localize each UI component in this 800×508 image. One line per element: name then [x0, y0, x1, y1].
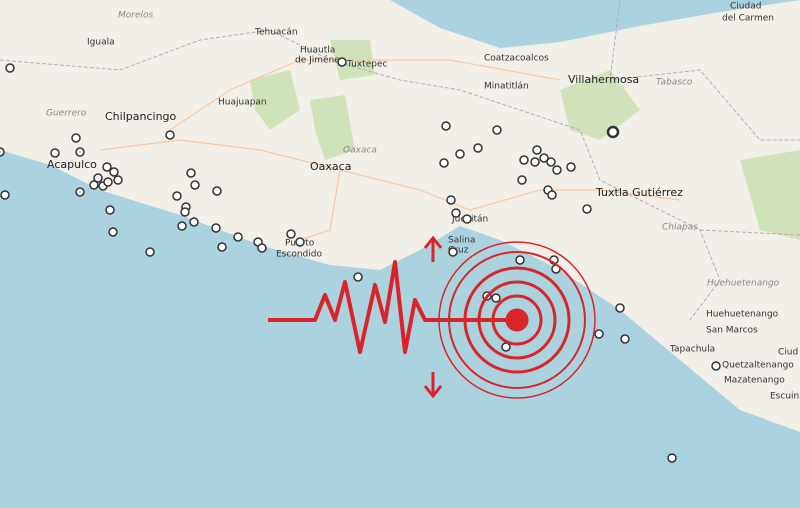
roads — [99, 59, 681, 241]
borders — [0, 0, 800, 321]
quake-marker[interactable] — [165, 130, 175, 140]
place-label: Huehuetenango — [706, 310, 779, 320]
place-label: Cruz — [448, 246, 469, 256]
quake-marker[interactable] — [145, 247, 155, 257]
place-label: Ciudad — [730, 2, 761, 12]
place-label: Salina — [448, 236, 475, 246]
quake-marker[interactable] — [620, 334, 630, 344]
place-label: Huautla — [300, 46, 335, 56]
quake-marker[interactable] — [491, 293, 501, 303]
quake-marker[interactable] — [113, 175, 123, 185]
quake-marker[interactable] — [615, 303, 625, 313]
place-label: Guerrero — [46, 109, 87, 119]
quake-marker[interactable] — [108, 227, 118, 237]
quake-marker[interactable] — [257, 243, 267, 253]
quake-marker[interactable] — [492, 125, 502, 135]
quake-marker[interactable] — [547, 190, 557, 200]
quake-marker[interactable] — [5, 63, 15, 73]
quake-marker[interactable] — [89, 180, 99, 190]
quake-marker[interactable] — [539, 153, 549, 163]
quake-marker[interactable] — [517, 175, 527, 185]
quake-marker[interactable] — [501, 342, 511, 352]
quake-marker[interactable] — [353, 272, 363, 282]
quake-marker[interactable] — [441, 121, 451, 131]
place-label: Coatzacoalcos — [484, 54, 549, 64]
place-label: Tuxtepec — [346, 60, 387, 70]
quake-marker[interactable] — [711, 361, 721, 371]
quake-marker[interactable] — [103, 177, 113, 187]
quake-marker[interactable] — [190, 180, 200, 190]
epicenter — [268, 235, 596, 399]
quake-marker[interactable] — [180, 207, 190, 217]
quake-marker[interactable] — [439, 158, 449, 168]
quake-marker[interactable] — [566, 162, 576, 172]
quake-marker[interactable] — [172, 191, 182, 201]
quake-marker[interactable] — [667, 453, 677, 463]
quake-marker[interactable] — [582, 204, 592, 214]
place-label: Huehuetenango — [707, 279, 780, 289]
place-label: Chilpancingo — [105, 110, 177, 123]
quake-marker[interactable] — [177, 221, 187, 231]
place-label: Escuin — [770, 392, 799, 402]
quake-marker[interactable] — [462, 214, 472, 224]
quake-marker[interactable] — [446, 195, 456, 205]
quake-marker[interactable] — [448, 247, 458, 257]
quake-marker[interactable] — [286, 229, 296, 239]
place-label: Tuxtla Gutiérrez — [595, 186, 683, 199]
place-label: Escondido — [276, 250, 322, 260]
place-label: Tabasco — [656, 78, 693, 88]
quake-marker[interactable] — [109, 167, 119, 177]
quake-marker[interactable] — [75, 187, 85, 197]
quake-marker[interactable] — [211, 223, 221, 233]
quake-marker[interactable] — [546, 157, 556, 167]
quake-marker[interactable] — [337, 57, 347, 67]
place-label: Oaxaca — [343, 146, 377, 156]
place-label: Minatitlán — [484, 82, 529, 92]
quake-marker[interactable] — [519, 155, 529, 165]
quake-marker[interactable] — [594, 329, 604, 339]
place-label: San Marcos — [706, 326, 758, 336]
pacific — [0, 150, 800, 508]
quake-marker[interactable] — [233, 232, 243, 242]
quake-marker[interactable] — [0, 190, 10, 200]
place-label: Huajuapan — [218, 98, 267, 108]
place-label: de Jiméne — [295, 55, 340, 66]
quake-marker[interactable] — [451, 208, 461, 218]
place-label: Tapachula — [669, 345, 715, 355]
place-label: Iguala — [87, 38, 115, 48]
place-label: Ciud — [778, 348, 798, 358]
quake-marker[interactable] — [50, 148, 60, 158]
quake-marker[interactable] — [455, 149, 465, 159]
quake-marker[interactable] — [473, 143, 483, 153]
quake-marker[interactable] — [0, 147, 5, 157]
quake-marker[interactable] — [186, 168, 196, 178]
quake-marker[interactable] — [295, 237, 305, 247]
place-label: Mazatenango — [724, 376, 785, 386]
place-label: Oaxaca — [310, 160, 351, 173]
quake-marker[interactable] — [515, 255, 525, 265]
quake-marker[interactable] — [75, 147, 85, 157]
quake-marker[interactable] — [552, 165, 562, 175]
place-label: Acapulco — [47, 158, 97, 171]
place-label: Tehuacán — [254, 28, 298, 38]
quake-marker[interactable] — [217, 242, 227, 252]
quake-marker[interactable] — [71, 133, 81, 143]
quake-marker[interactable] — [189, 217, 199, 227]
place-label: del Carmen — [722, 14, 774, 24]
place-label: Quetzaltenango — [722, 361, 794, 371]
quake-marker[interactable] — [212, 186, 222, 196]
place-label: Morelos — [118, 11, 154, 21]
place-label: Chiapas — [662, 223, 698, 233]
quake-marker[interactable] — [530, 157, 540, 167]
quake-marker[interactable] — [102, 162, 112, 172]
forest — [250, 40, 800, 240]
quake-marker[interactable] — [105, 205, 115, 215]
quake-marker[interactable] — [532, 145, 542, 155]
quake-marker[interactable] — [606, 125, 620, 139]
gulf — [390, 0, 800, 48]
quake-marker[interactable] — [93, 173, 103, 183]
place-label: Villahermosa — [568, 73, 639, 86]
